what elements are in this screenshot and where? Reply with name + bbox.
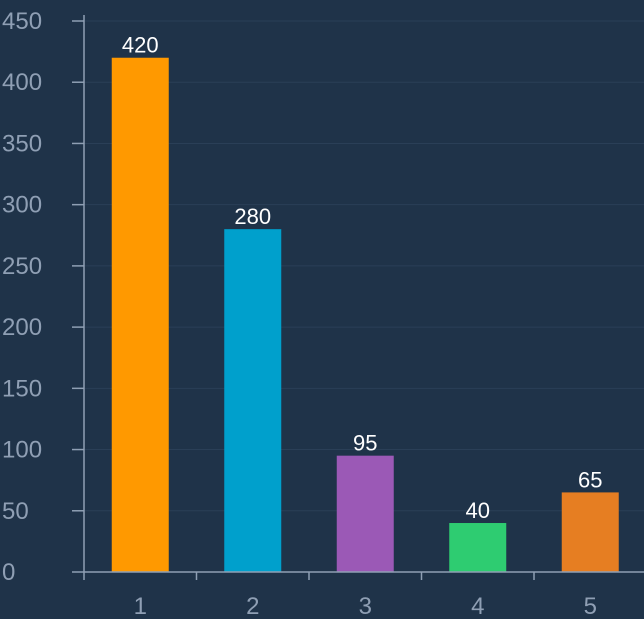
bar-4 — [449, 523, 507, 572]
y-tick-label: 100 — [2, 437, 42, 464]
axes: 0 50 100 150 200 250 300 350 400 450 1 2 3 4 5 — [2, 8, 644, 619]
y-tick-label: 250 — [2, 253, 42, 280]
bar-1 — [111, 57, 169, 572]
bar-value-label: 65 — [578, 467, 602, 492]
bar-3 — [336, 455, 394, 572]
x-tick-label: 4 — [471, 593, 484, 619]
bar-value-label: 40 — [466, 498, 490, 523]
y-tick-label: 150 — [2, 375, 42, 402]
y-tick-label: 400 — [2, 69, 42, 96]
y-tick-label: 300 — [2, 192, 42, 219]
x-tick-label: 5 — [584, 593, 597, 619]
x-tick-label: 1 — [134, 593, 147, 619]
bar-2 — [224, 229, 282, 572]
y-tick-label: 0 — [2, 559, 15, 586]
bar-5 — [561, 492, 619, 572]
y-tick-label: 350 — [2, 130, 42, 157]
x-tick-label: 3 — [359, 593, 372, 619]
bar-value-label: 420 — [122, 33, 159, 58]
y-tick-label: 50 — [2, 498, 29, 525]
bar-series — [111, 57, 619, 572]
bar-value-label: 280 — [234, 204, 271, 229]
data-labels: 420 280 95 40 65 — [122, 33, 603, 523]
y-tick-label: 450 — [2, 8, 42, 35]
x-tick-label: 2 — [246, 593, 259, 619]
y-tick-label: 200 — [2, 314, 42, 341]
bar-value-label: 95 — [353, 431, 377, 456]
grid-lines — [84, 20, 644, 512]
